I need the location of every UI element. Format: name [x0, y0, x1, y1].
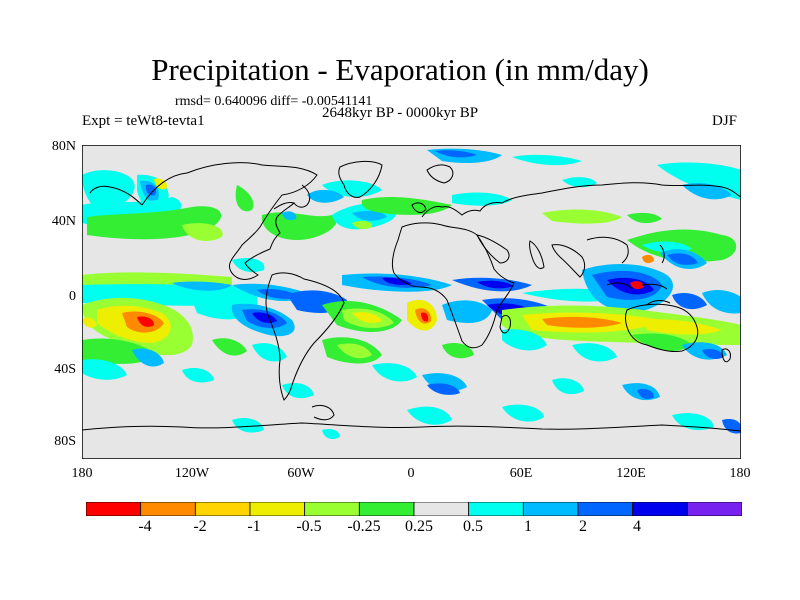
- colorbar-box: [86, 502, 142, 516]
- lat-label-0: 0: [69, 289, 76, 304]
- lon-label-120w: 120W: [174, 466, 210, 481]
- colorbar-box: [686, 502, 742, 516]
- colorbar-box: [577, 502, 634, 516]
- map-title: Precipitation - Evaporation (in mm/day): [151, 52, 649, 87]
- colorbar-box: [522, 502, 579, 516]
- colorbar-label: -1: [247, 518, 261, 535]
- lon-label-0: 0: [407, 466, 415, 481]
- precip-evap-map: [82, 145, 741, 459]
- colorbar-label: 4: [633, 518, 641, 535]
- colorbar-box: [304, 502, 360, 516]
- colorbar-box: [468, 502, 524, 516]
- lat-label-80s: 80S: [54, 434, 76, 449]
- colorbar: [86, 502, 742, 516]
- colorbar-label: 0.5: [463, 518, 483, 535]
- lon-label-120e: 120E: [616, 466, 646, 481]
- lon-label-60e: 60E: [509, 466, 533, 481]
- colorbar-label: -4: [138, 518, 152, 535]
- coastlines: [82, 160, 741, 432]
- colorbar-box: [249, 502, 306, 516]
- colorbar-label: 1: [524, 518, 532, 535]
- lat-label-40n: 40N: [51, 214, 76, 229]
- colorbar-box: [194, 502, 251, 516]
- lon-label-180w: 180: [71, 466, 93, 481]
- colorbar-box: [413, 502, 470, 516]
- season-label: DJF: [712, 113, 738, 129]
- colorbar-box: [358, 502, 415, 516]
- colorbar-box: [632, 502, 688, 516]
- colorbar-label: -2: [193, 518, 207, 535]
- lon-label-180e: 180: [729, 466, 751, 481]
- colorbar-box: [140, 502, 196, 516]
- experiment-label: Expt = teWt8-tevta1: [82, 113, 205, 129]
- colorbar-label: 0.25: [405, 518, 433, 535]
- period-text: 2648kyr BP - 0000kyr BP: [322, 105, 479, 121]
- field-contours: [82, 148, 741, 439]
- colorbar-label: -0.5: [296, 518, 322, 535]
- lon-label-60w: 60W: [287, 466, 315, 481]
- lat-label-80n: 80N: [51, 139, 76, 154]
- stats-text: rmsd= 0.640096 diff= -0.00541141: [175, 94, 373, 109]
- colorbar-label: 2: [579, 518, 587, 535]
- colorbar-label: -0.25: [347, 518, 381, 535]
- lat-label-40s: 40S: [54, 362, 76, 377]
